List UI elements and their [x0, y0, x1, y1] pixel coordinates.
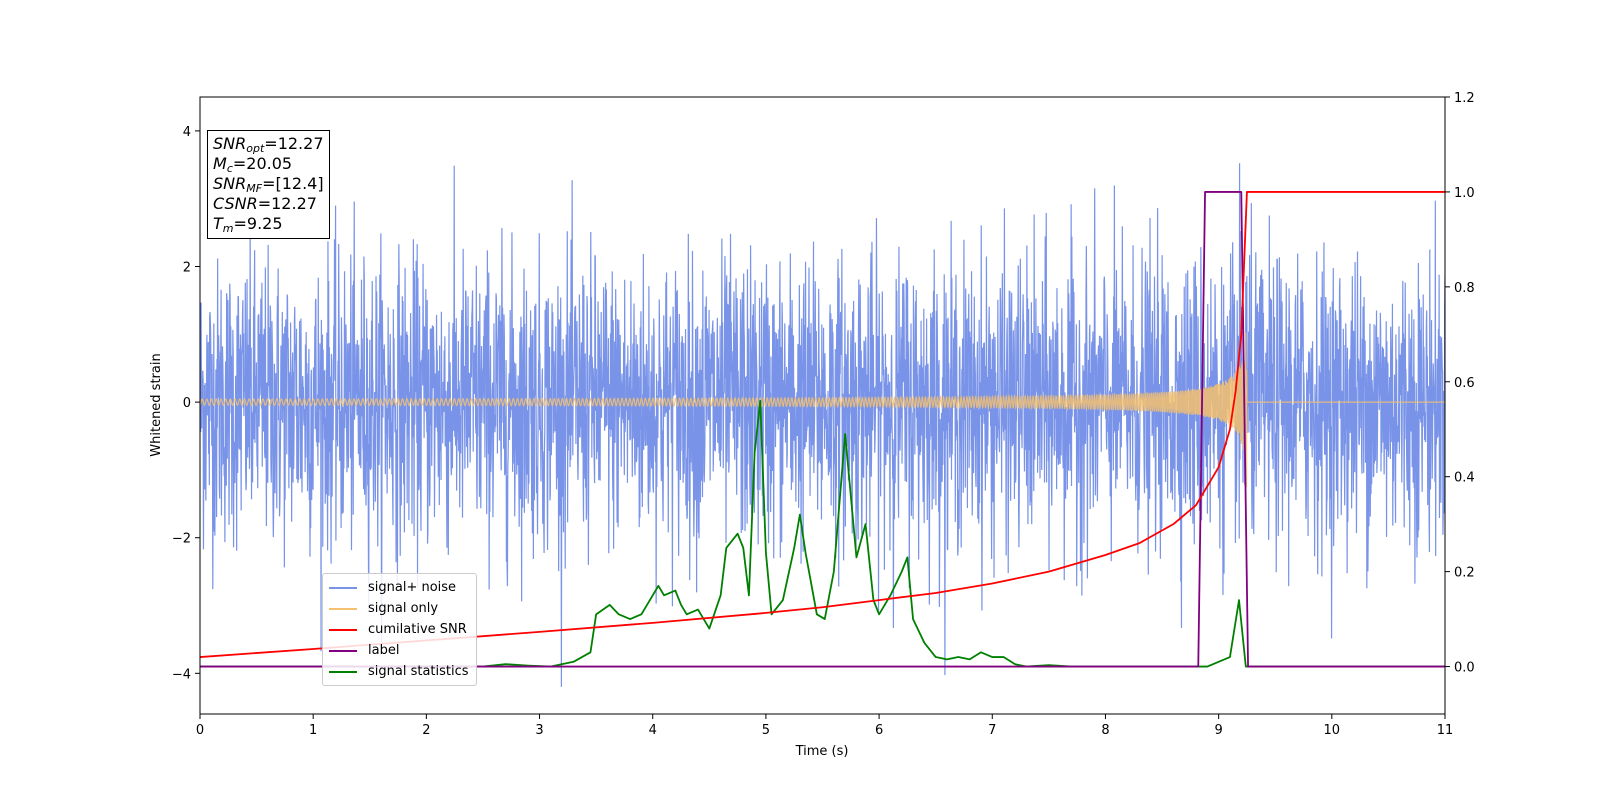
series-signal-statistics	[200, 399, 1445, 668]
legend-label-signal-statistics: signal statistics	[368, 664, 469, 679]
mc-line: Mc=20.05	[213, 154, 293, 175]
legend-item-signal-noise: signal+ noise	[329, 577, 469, 598]
y-right-tick-label: 0.2	[1454, 566, 1475, 581]
legend-swatch-cumulative-snr	[329, 628, 357, 631]
legend-item-signal-only: signal only	[329, 598, 469, 619]
legend-item-cumulative-snr: cumilative SNR	[329, 619, 469, 640]
y-right-tick-label: 0.4	[1454, 471, 1475, 486]
axes: 0 1 2 3 4 5 6 7 8 9 10 11 −4 −2 0 2 4 0.0 0.2 0.4 0.6 0.8 1.0 1…	[172, 91, 1475, 738]
legend-label-signal-only: signal only	[368, 601, 439, 616]
x-tick-label: 7	[988, 723, 996, 738]
y-right-tick-label: 0.0	[1454, 661, 1475, 676]
series-signal-only	[200, 332, 1445, 488]
legend: signal+ noise signal only cumilative SNR…	[322, 573, 477, 686]
legend-item-signal-statistics: signal statistics	[329, 661, 469, 682]
y-right-tick-label: 1.0	[1454, 186, 1475, 201]
series-label	[200, 191, 1445, 668]
y-left-tick-label: 0	[183, 396, 191, 411]
snr-mf-line: SNRMF=[12.4]	[213, 174, 324, 195]
snr-mf-value: =[12.4]	[262, 174, 324, 193]
legend-item-label: label	[329, 640, 469, 661]
legend-label-cumulative-snr: cumilative SNR	[368, 622, 467, 637]
y-right-tick-label: 0.6	[1454, 376, 1475, 391]
x-tick-label: 1	[309, 723, 317, 738]
x-tick-label: 11	[1437, 723, 1454, 738]
x-tick-label: 3	[535, 723, 543, 738]
legend-swatch-label	[329, 649, 357, 652]
legend-label-label: label	[368, 643, 400, 658]
x-axis-label: Time (s)	[795, 744, 849, 759]
x-tick-label: 8	[1101, 723, 1109, 738]
tm-line: Tm=9.25	[213, 214, 283, 235]
plot-frame	[199, 96, 1446, 715]
x-tick-label: 9	[1214, 723, 1222, 738]
csnr-line: CSNR=12.27	[213, 194, 317, 213]
y-left-tick-label: 2	[183, 261, 191, 276]
legend-label-signal-noise: signal+ noise	[368, 580, 457, 595]
y-axis-label: Whitened strain	[149, 353, 164, 456]
x-tick-label: 6	[875, 723, 883, 738]
y-right-tick-label: 0.8	[1454, 281, 1475, 296]
x-tick-label: 4	[649, 723, 657, 738]
series-cumulative-snr	[200, 191, 1445, 658]
tm-value: =9.25	[233, 214, 283, 233]
legend-swatch-signal-only	[329, 607, 357, 610]
x-tick-label: 0	[196, 723, 204, 738]
snr-opt-line: SNRopt=12.27	[213, 134, 324, 155]
x-tick-label: 10	[1324, 723, 1341, 738]
legend-swatch-signal-noise	[329, 586, 357, 589]
csnr-value: =12.27	[257, 194, 317, 213]
y-right-tick-label: 1.2	[1454, 91, 1475, 106]
x-tick-label: 5	[762, 723, 770, 738]
mc-value: =20.05	[232, 154, 293, 173]
y-left-tick-label: −2	[172, 532, 191, 547]
annotation-box: SNRopt=12.27 Mc=20.05 SNRMF=[12.4] CSNR=…	[207, 130, 330, 239]
snr-opt-value: =12.27	[264, 134, 324, 153]
legend-swatch-signal-statistics	[329, 670, 357, 673]
y-left-tick-label: 4	[183, 125, 191, 140]
y-left-tick-label: −4	[172, 667, 191, 682]
x-tick-label: 2	[422, 723, 430, 738]
plot-area	[200, 163, 1445, 687]
